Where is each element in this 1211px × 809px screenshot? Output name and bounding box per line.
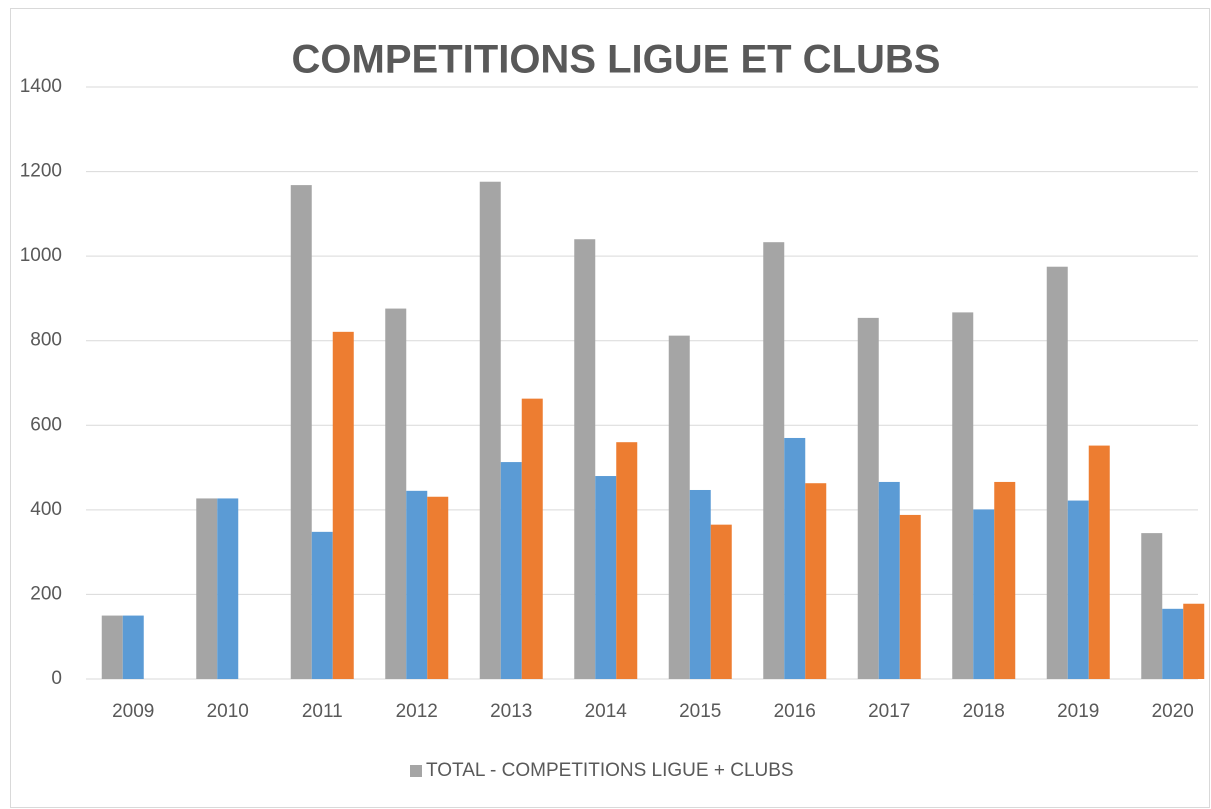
bar	[973, 509, 995, 679]
bar	[994, 481, 1016, 679]
bar	[710, 524, 732, 679]
x-tick-label: 2017	[868, 701, 910, 722]
y-tick-label: 400	[30, 499, 62, 520]
bar	[196, 498, 218, 679]
bar	[217, 498, 239, 679]
bar	[668, 335, 690, 679]
bar	[952, 312, 974, 679]
bar	[521, 398, 543, 679]
x-tick-label: 2016	[774, 701, 816, 722]
bar	[763, 242, 785, 679]
bar	[406, 490, 428, 679]
y-tick-label: 1400	[20, 76, 62, 97]
bar	[616, 442, 638, 679]
bar	[595, 476, 617, 679]
bar	[385, 308, 407, 679]
bar	[427, 496, 449, 679]
bar	[878, 481, 900, 679]
x-tick-label: 2014	[585, 701, 628, 722]
bar	[689, 489, 711, 679]
x-tick-label: 2019	[1057, 701, 1099, 722]
bar	[899, 514, 921, 679]
y-tick-label: 200	[30, 583, 62, 604]
bar	[1141, 533, 1163, 679]
bar	[101, 615, 123, 679]
bar	[290, 185, 312, 680]
y-tick-label: 600	[30, 414, 62, 435]
y-tick-label: 0	[51, 668, 62, 689]
x-tick-label: 2009	[112, 701, 154, 722]
x-tick-label: 2015	[679, 701, 721, 722]
y-tick-label: 1200	[20, 161, 62, 182]
x-tick-label: 2013	[490, 701, 532, 722]
bar	[500, 462, 522, 679]
bar	[1183, 603, 1205, 679]
x-tick-label: 2012	[396, 701, 438, 722]
chart-frame	[10, 8, 1210, 808]
legend-label: TOTAL - COMPETITIONS LIGUE + CLUBS	[426, 760, 794, 781]
bar	[479, 181, 501, 679]
bar	[805, 483, 827, 679]
bar	[574, 239, 596, 679]
bar	[311, 531, 333, 679]
chart-title: COMPETITIONS LIGUE ET CLUBS	[292, 38, 941, 82]
x-tick-label: 2018	[963, 701, 1005, 722]
x-tick-label: 2020	[1152, 701, 1194, 722]
legend-swatch	[410, 765, 422, 777]
y-tick-label: 800	[30, 330, 62, 351]
bar	[1088, 445, 1110, 679]
bar	[857, 317, 879, 679]
bar	[122, 615, 144, 679]
x-tick-label: 2011	[302, 701, 343, 722]
bar	[1067, 500, 1089, 679]
x-tick-label: 2010	[207, 701, 249, 722]
bar	[332, 331, 354, 679]
bar	[1162, 608, 1184, 679]
y-tick-label: 1000	[20, 245, 62, 266]
bar	[1046, 266, 1068, 679]
bar	[784, 437, 806, 679]
